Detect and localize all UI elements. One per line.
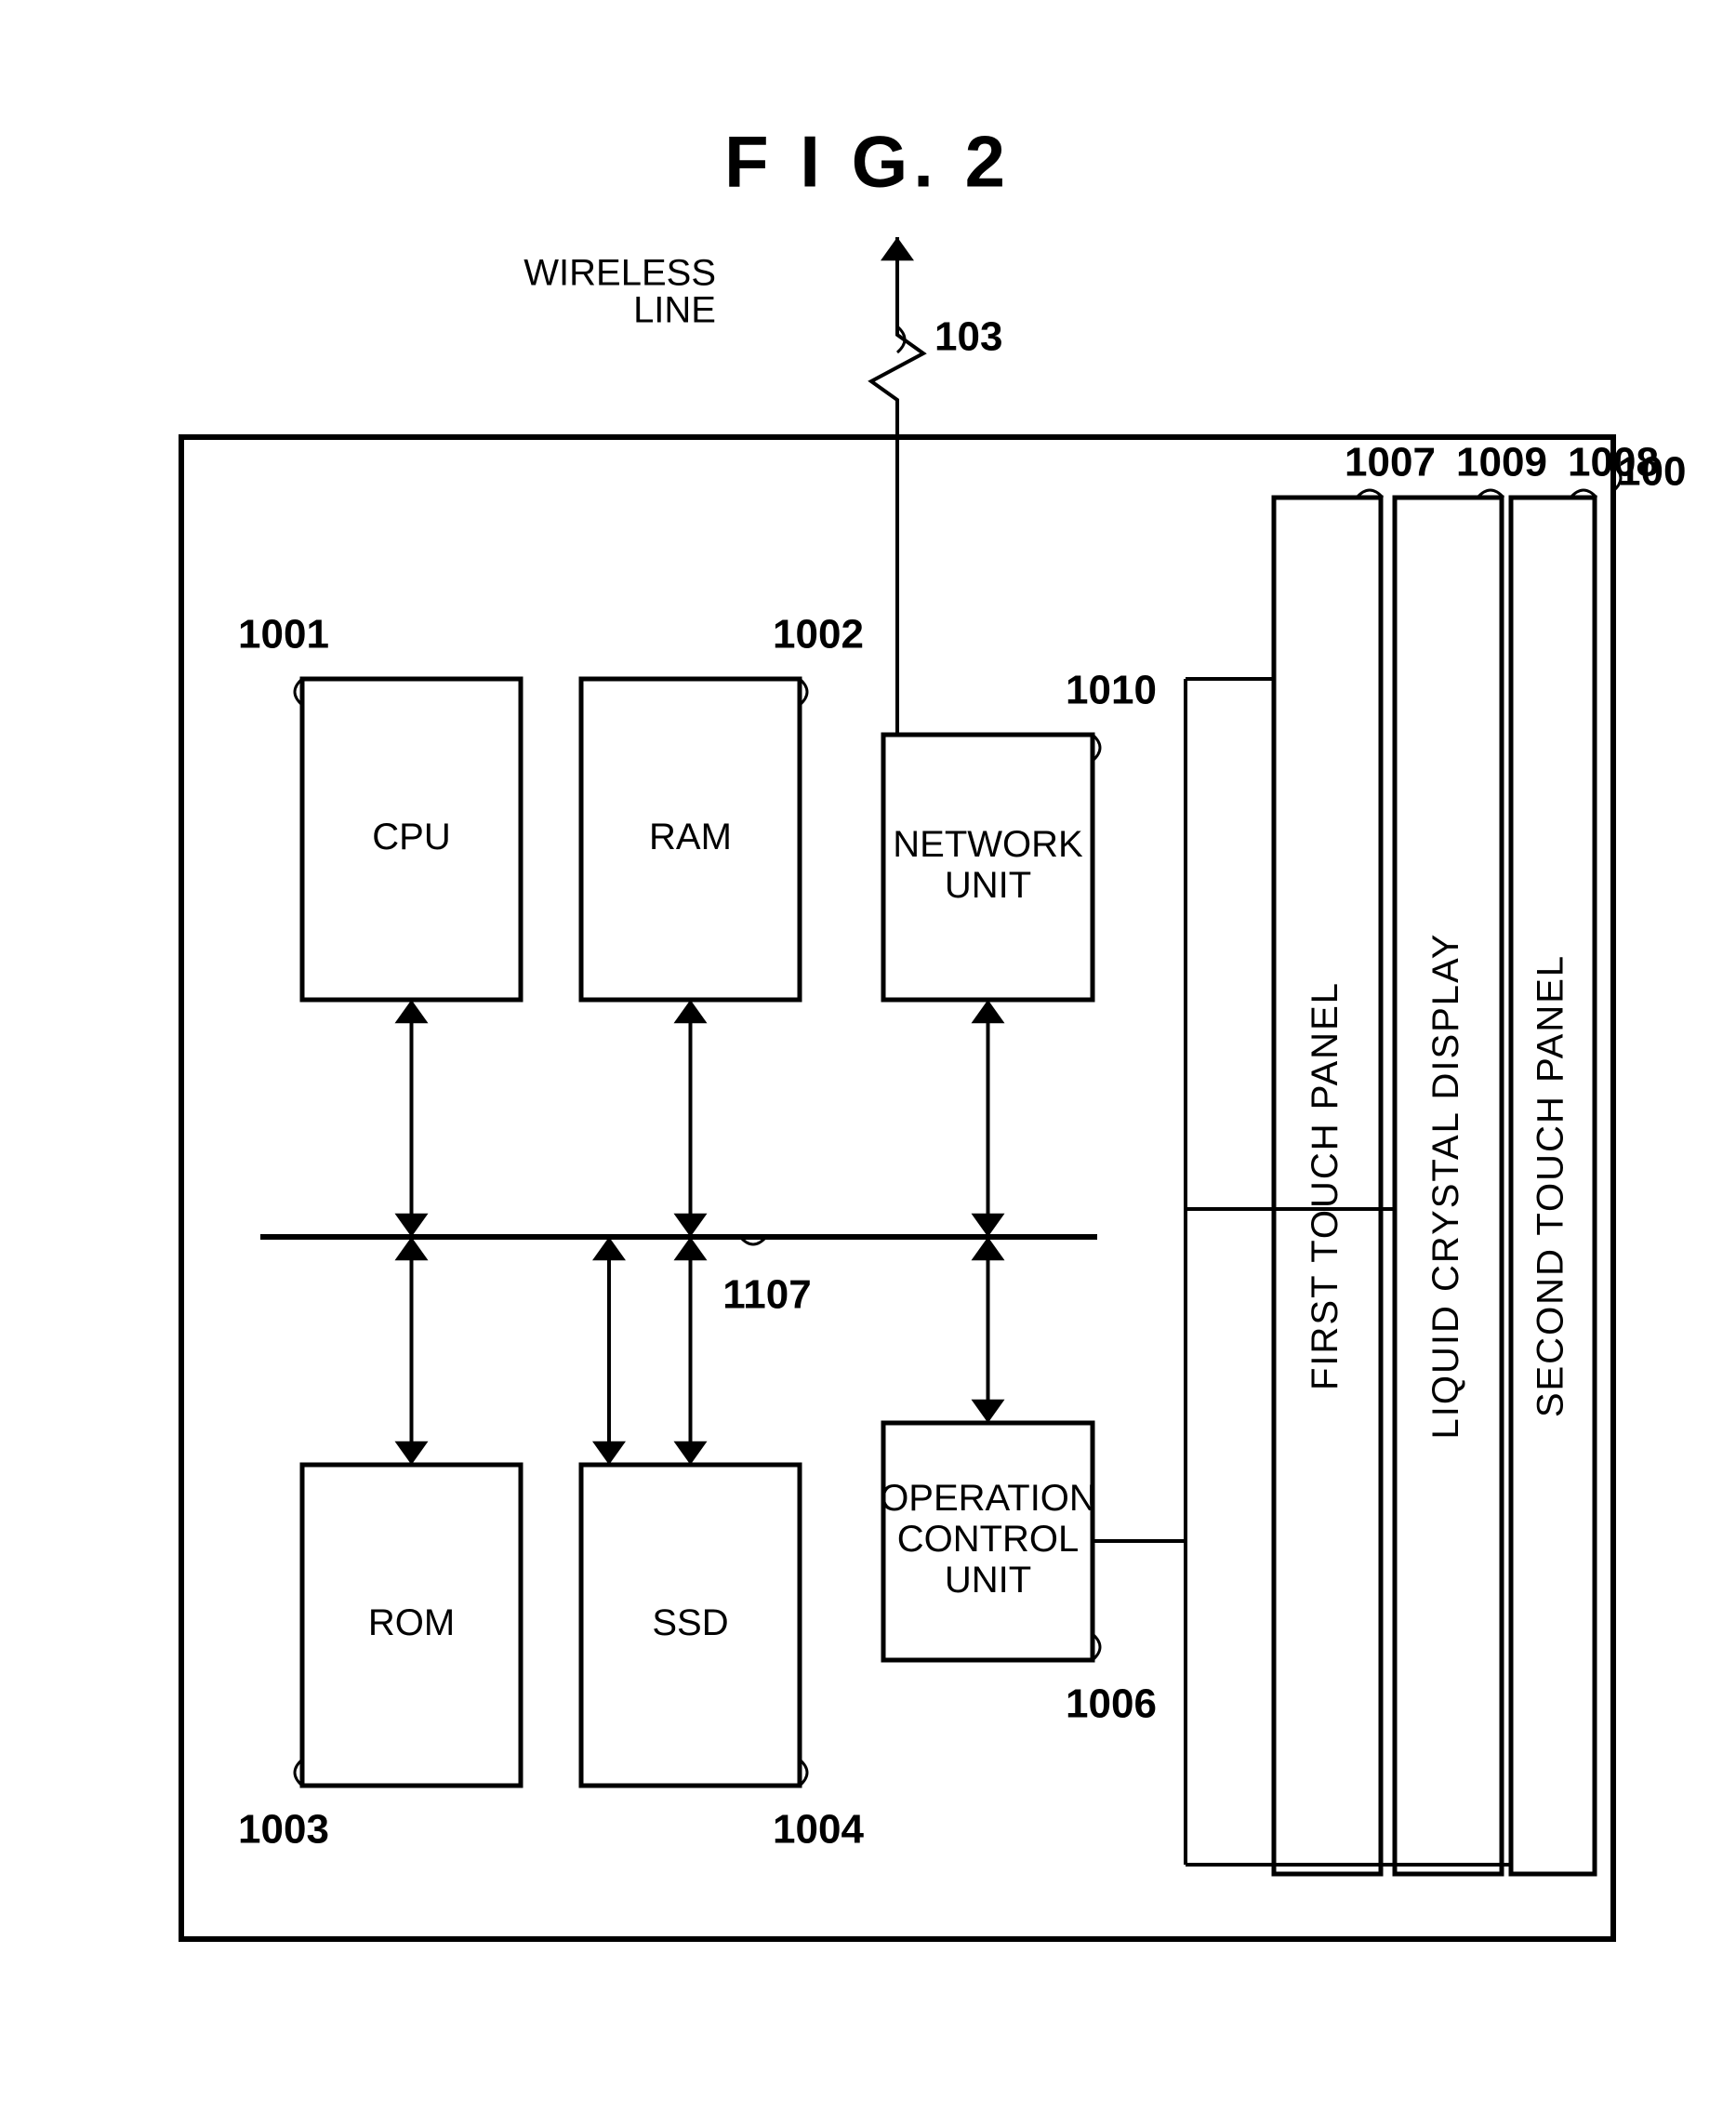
- ref-1007: 1007: [1345, 440, 1436, 485]
- label-cpu: CPU: [372, 817, 450, 857]
- label-lcd: LIQUID CRYSTAL DISPLAY: [1425, 933, 1466, 1440]
- label-stp: SECOND TOUCH PANEL: [1531, 954, 1571, 1417]
- ref-1009: 1009: [1456, 440, 1547, 485]
- ref-1001: 1001: [238, 612, 329, 658]
- wireless-label: LINE: [633, 290, 716, 331]
- label-opc: CONTROL: [897, 1519, 1080, 1560]
- label-opc: UNIT: [945, 1560, 1031, 1601]
- ref-1006: 1006: [1066, 1681, 1157, 1727]
- arrowhead: [881, 237, 914, 260]
- label-net: NETWORK: [893, 824, 1083, 865]
- label-ssd: SSD: [652, 1602, 728, 1643]
- label-ftp: FIRST TOUCH PANEL: [1305, 981, 1345, 1390]
- ref-1003: 1003: [238, 1807, 329, 1853]
- label-opc: OPERATION: [880, 1478, 1096, 1519]
- ref-103: 103: [934, 314, 1002, 360]
- ref-1002: 1002: [773, 612, 864, 658]
- ref-1004: 1004: [773, 1807, 864, 1853]
- label-rom: ROM: [368, 1602, 455, 1643]
- ref-1107: 1107: [722, 1272, 811, 1318]
- ref-1008: 1008: [1568, 440, 1659, 485]
- label-net: UNIT: [945, 865, 1031, 906]
- figure-title: F I G. 2: [724, 121, 1011, 203]
- label-ram: RAM: [649, 817, 732, 857]
- ref-1010: 1010: [1066, 668, 1157, 713]
- wireless-label: WIRELESS: [523, 253, 716, 294]
